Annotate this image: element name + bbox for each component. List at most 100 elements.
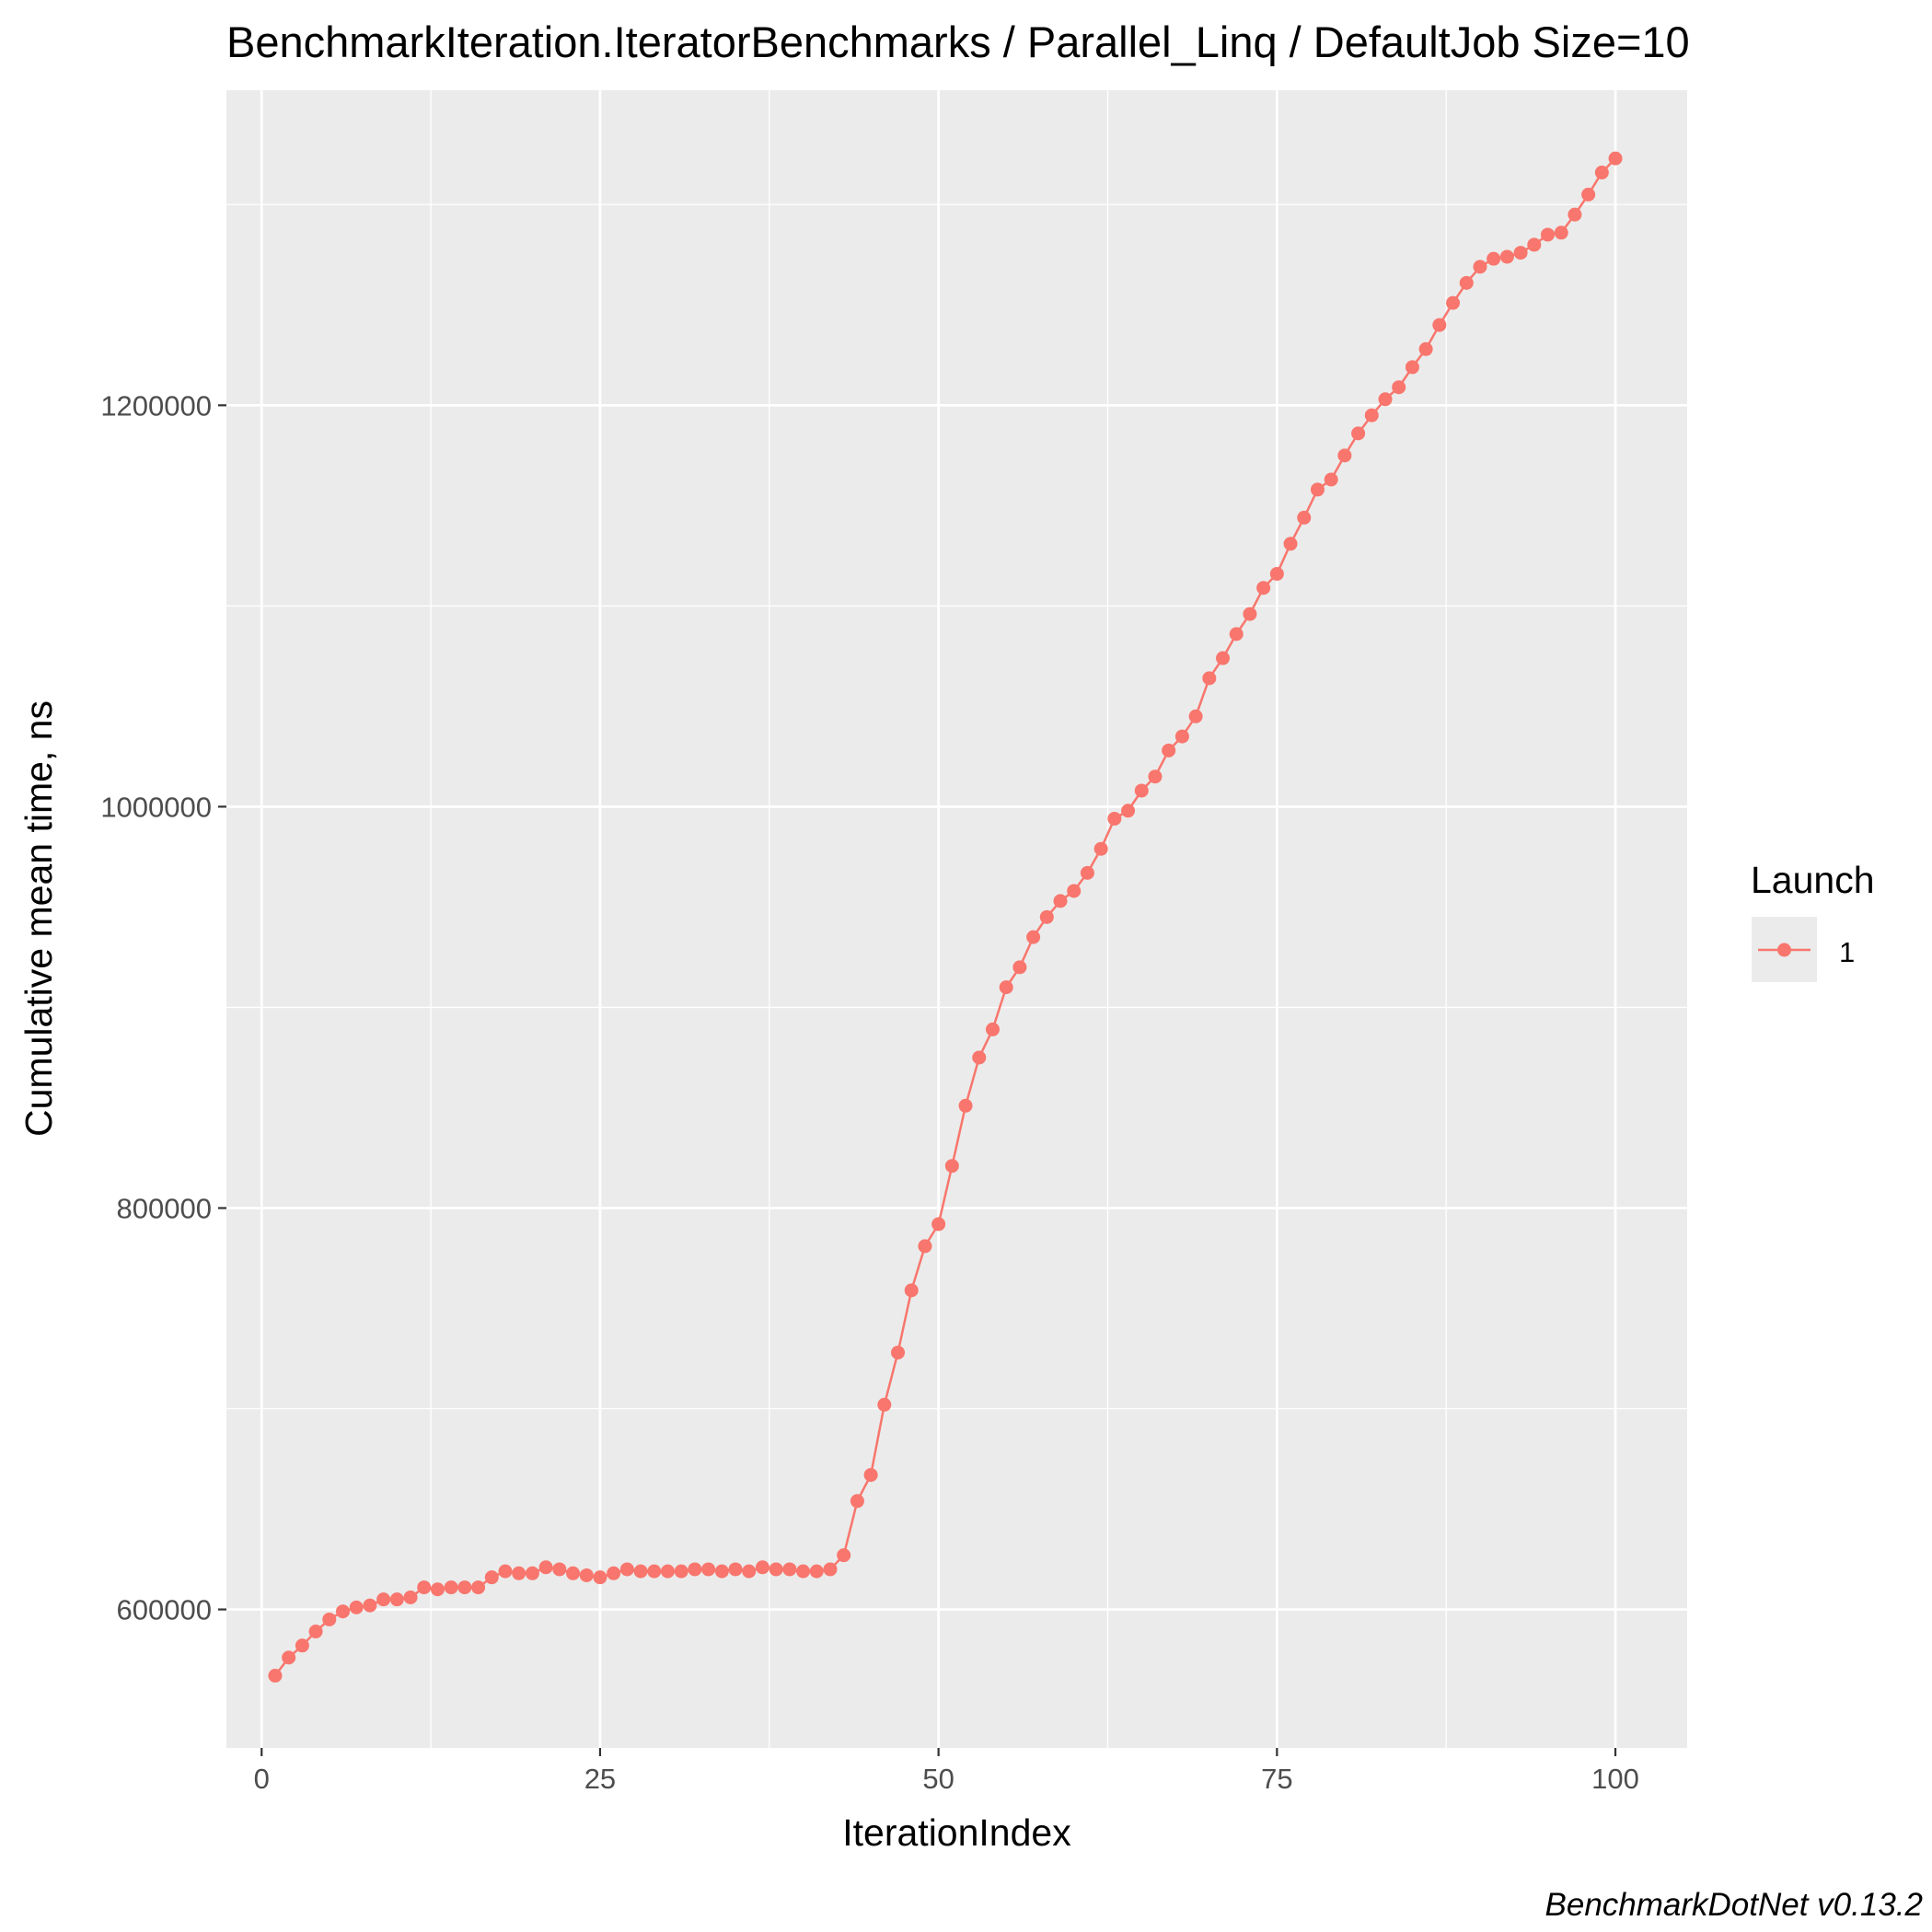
data-point xyxy=(742,1564,757,1579)
data-point xyxy=(1053,894,1068,908)
y-axis: 600000 800000 1000000 1200000 xyxy=(100,389,226,1626)
data-point xyxy=(1121,804,1136,818)
legend-key-point xyxy=(1777,943,1791,957)
data-point xyxy=(512,1566,526,1580)
major-gridlines xyxy=(226,90,1687,1748)
data-point xyxy=(1148,769,1163,784)
caption: BenchmarkDotNet v0.13.2 xyxy=(1545,1887,1923,1923)
data-point xyxy=(484,1570,499,1585)
data-point xyxy=(985,1022,1000,1036)
data-point xyxy=(1067,884,1082,898)
x-tick-label: 50 xyxy=(922,1763,954,1795)
data-point xyxy=(1080,865,1094,880)
data-point xyxy=(714,1564,729,1579)
data-point xyxy=(1432,318,1447,332)
data-point xyxy=(1324,472,1338,487)
data-point xyxy=(471,1580,486,1595)
data-point xyxy=(701,1562,716,1577)
data-point xyxy=(1039,909,1054,924)
data-point xyxy=(525,1566,539,1580)
data-point xyxy=(552,1562,567,1577)
data-point xyxy=(863,1467,878,1482)
data-point xyxy=(944,1159,959,1174)
data-point xyxy=(1568,207,1582,222)
data-point xyxy=(1473,260,1487,274)
data-point xyxy=(823,1562,838,1577)
data-point xyxy=(1513,246,1528,260)
data-point xyxy=(633,1564,648,1579)
data-point xyxy=(769,1562,783,1577)
chart-title: BenchmarkIteration.IteratorBenchmarks / … xyxy=(226,17,1690,66)
data-point xyxy=(1202,671,1217,686)
x-tick-label: 25 xyxy=(584,1763,616,1795)
data-point xyxy=(755,1560,769,1575)
data-point xyxy=(728,1562,743,1577)
data-point xyxy=(1581,187,1596,202)
data-point xyxy=(688,1562,702,1577)
minor-gridlines xyxy=(226,90,1687,1748)
plot-panel xyxy=(226,90,1687,1748)
data-point xyxy=(1243,607,1257,621)
data-point xyxy=(1418,341,1433,356)
data-point xyxy=(1297,510,1312,525)
data-point xyxy=(430,1582,445,1597)
data-point xyxy=(1310,482,1325,497)
y-tick-label: 1200000 xyxy=(100,389,212,422)
data-point xyxy=(877,1397,892,1412)
data-point xyxy=(1487,251,1501,266)
data-point xyxy=(1351,426,1366,441)
data-point xyxy=(1269,566,1284,581)
x-axis: 0 25 50 75 100 xyxy=(254,1748,1639,1795)
data-point xyxy=(1256,581,1271,596)
data-point xyxy=(1446,295,1461,310)
y-axis-title: Cumulative mean time, ns xyxy=(17,700,60,1137)
data-point xyxy=(931,1217,946,1232)
x-tick-label: 100 xyxy=(1591,1763,1639,1795)
data-point xyxy=(268,1669,283,1683)
legend: Launch 1 xyxy=(1751,859,1875,982)
data-point xyxy=(1093,841,1108,856)
data-point xyxy=(1527,237,1542,252)
data-point xyxy=(1541,227,1556,242)
data-point xyxy=(999,980,1013,995)
x-tick-label: 75 xyxy=(1261,1763,1292,1795)
y-tick-label: 600000 xyxy=(117,1594,212,1626)
data-point xyxy=(891,1345,906,1359)
data-point xyxy=(1499,249,1514,264)
data-point xyxy=(619,1562,634,1577)
data-point xyxy=(349,1600,364,1614)
data-point xyxy=(1216,651,1231,665)
data-point xyxy=(376,1592,391,1607)
x-axis-title: IterationIndex xyxy=(842,1811,1071,1854)
data-point xyxy=(850,1494,864,1509)
data-point xyxy=(1594,165,1609,179)
legend-label: 1 xyxy=(1839,936,1855,968)
data-point xyxy=(1378,392,1393,407)
data-point xyxy=(322,1612,337,1626)
data-point xyxy=(972,1050,987,1065)
data-point xyxy=(1608,151,1623,166)
data-point xyxy=(1364,408,1379,422)
data-point xyxy=(958,1098,973,1113)
data-point xyxy=(904,1283,919,1298)
legend-title: Launch xyxy=(1751,859,1875,901)
data-point xyxy=(782,1562,797,1577)
data-point xyxy=(1188,709,1203,723)
data-point xyxy=(593,1570,607,1585)
data-point xyxy=(1405,360,1419,375)
data-point xyxy=(660,1564,675,1579)
data-point xyxy=(796,1564,811,1579)
data-point xyxy=(1162,743,1176,758)
data-point xyxy=(363,1598,377,1613)
data-point xyxy=(1229,627,1244,642)
data-point xyxy=(1554,226,1568,240)
data-point xyxy=(282,1650,296,1665)
data-point xyxy=(1012,960,1027,975)
data-point xyxy=(1107,811,1122,826)
data-point xyxy=(417,1580,432,1595)
data-point xyxy=(457,1580,472,1595)
data-point xyxy=(837,1548,851,1563)
data-point xyxy=(607,1566,621,1580)
data-point xyxy=(647,1564,662,1579)
